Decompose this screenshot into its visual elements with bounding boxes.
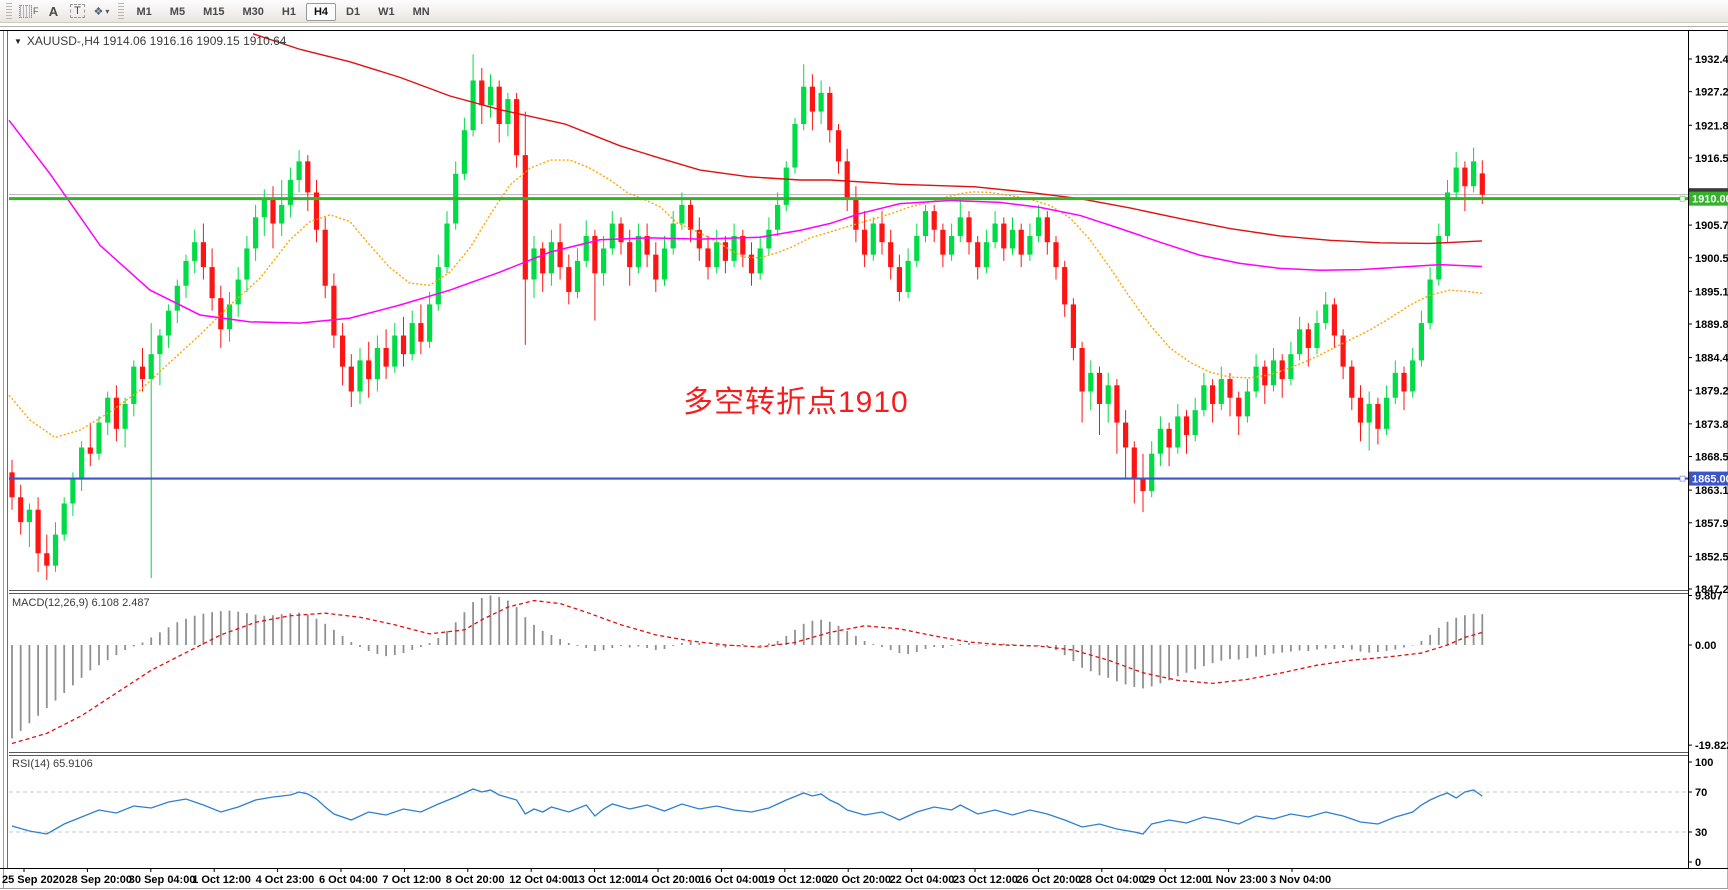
svg-text:23 Oct 12:00: 23 Oct 12:00 <box>953 874 1018 886</box>
svg-text:1916.55: 1916.55 <box>1695 153 1728 165</box>
svg-text:30: 30 <box>1695 827 1707 839</box>
svg-text:13 Oct 12:00: 13 Oct 12:00 <box>573 874 638 886</box>
grid-f-label: F <box>33 6 39 16</box>
toolbar-drag-handle[interactable] <box>6 3 12 19</box>
svg-text:1868.55: 1868.55 <box>1695 452 1728 464</box>
text-tool-button[interactable]: T <box>66 2 90 20</box>
svg-text:1863.15: 1863.15 <box>1695 485 1728 497</box>
horizontal-line-1910.00[interactable] <box>9 195 1688 202</box>
svg-text:1852.50: 1852.50 <box>1695 551 1728 563</box>
svg-text:25 Sep 2020: 25 Sep 2020 <box>2 874 65 886</box>
svg-text:70: 70 <box>1695 787 1707 799</box>
svg-text:1 Oct 12:00: 1 Oct 12:00 <box>192 874 251 886</box>
svg-text:26 Oct 20:00: 26 Oct 20:00 <box>1016 874 1081 886</box>
panel-separator-macd[interactable] <box>9 590 1688 594</box>
svg-text:1900.50: 1900.50 <box>1695 253 1728 265</box>
svg-text:-19.822: -19.822 <box>1695 740 1728 752</box>
rsi-value: 65.9106 <box>52 758 93 770</box>
svg-text:28 Sep 20:00: 28 Sep 20:00 <box>65 874 132 886</box>
svg-text:7 Oct 12:00: 7 Oct 12:00 <box>382 874 441 886</box>
svg-text:1847.25: 1847.25 <box>1695 584 1728 596</box>
svg-text:9.807: 9.807 <box>1695 590 1723 602</box>
cursor-style-dropdown-button[interactable]: ❖ ▾ <box>90 2 114 20</box>
price-axis[interactable]: 1932.45 1927.20 1921.80 1916.55 1905.75 1900.… <box>1688 31 1728 869</box>
svg-text:1865.00: 1865.00 <box>1692 474 1728 486</box>
svg-text:20 Oct 20:00: 20 Oct 20:00 <box>826 874 891 886</box>
panel-separator-rsi[interactable] <box>9 752 1688 756</box>
svg-text:100: 100 <box>1695 757 1713 769</box>
chart-title: ▼ XAUUSD-,H4 1914.06 1916.16 1909.15 1910… <box>14 34 286 48</box>
macd-name: MACD(12,26,9) <box>12 597 89 609</box>
timeframe-button-h1[interactable]: H1 <box>274 3 304 21</box>
timeframe-toolbar-drag-handle[interactable] <box>117 3 124 19</box>
svg-text:14 Oct 20:00: 14 Oct 20:00 <box>636 874 701 886</box>
macd-panel <box>11 595 1484 745</box>
chart-title-text: XAUUSD-,H4 1914.06 1916.16 1909.15 1910.… <box>26 34 287 48</box>
svg-text:1873.80: 1873.80 <box>1695 419 1728 431</box>
svg-text:3 Nov 04:00: 3 Nov 04:00 <box>1270 874 1331 886</box>
svg-text:19 Oct 12:00: 19 Oct 12:00 <box>763 874 828 886</box>
svg-text:6 Oct 04:00: 6 Oct 04:00 <box>319 874 378 886</box>
svg-text:4 Oct 23:00: 4 Oct 23:00 <box>256 874 315 886</box>
macd-indicator-label: MACD(12,26,9) 6.108 2.487 <box>12 597 150 609</box>
rsi-panel <box>9 788 1688 835</box>
window-borders <box>0 26 1728 889</box>
svg-text:8 Oct 20:00: 8 Oct 20:00 <box>446 874 505 886</box>
svg-text:1857.90: 1857.90 <box>1695 518 1728 530</box>
svg-text:1932.45: 1932.45 <box>1695 54 1728 66</box>
timeframe-button-m15[interactable]: M15 <box>195 3 232 21</box>
timeframe-button-m30[interactable]: M30 <box>234 3 271 21</box>
text-label-tool-button[interactable]: A <box>42 2 66 20</box>
timeframe-button-m1[interactable]: M1 <box>129 3 160 21</box>
rsi-indicator-label: RSI(14) 65.9106 <box>12 758 93 770</box>
grid-icon <box>19 4 32 18</box>
timeframe-button-d1[interactable]: D1 <box>338 3 368 21</box>
collapse-triangle-icon[interactable]: ▼ <box>14 37 22 46</box>
svg-text:29 Oct 12:00: 29 Oct 12:00 <box>1143 874 1208 886</box>
svg-text:1895.10: 1895.10 <box>1695 286 1728 298</box>
svg-text:1927.20: 1927.20 <box>1695 87 1728 99</box>
rsi-name: RSI(14) <box>12 758 50 770</box>
cursor-icon: ❖ <box>93 5 104 18</box>
letter-a-icon: A <box>48 3 59 19</box>
timeframe-button-h4[interactable]: H4 <box>305 2 336 21</box>
ma-lines <box>8 33 1483 439</box>
svg-text:16 Oct 04:00: 16 Oct 04:00 <box>699 874 764 886</box>
timeframe-toolbar: M1 M5 M15 M30 H1 H4 D1 W1 MN <box>128 2 439 21</box>
timeframe-button-mn[interactable]: MN <box>405 3 438 21</box>
timeframe-button-w1[interactable]: W1 <box>370 3 403 21</box>
svg-text:0.00: 0.00 <box>1695 640 1716 652</box>
svg-text:0: 0 <box>1695 857 1701 869</box>
svg-text:30 Sep 04:00: 30 Sep 04:00 <box>129 874 196 886</box>
timeframe-button-m5[interactable]: M5 <box>162 3 193 21</box>
candles <box>9 54 1485 580</box>
svg-text:1905.75: 1905.75 <box>1695 220 1728 232</box>
toolbar: F A T ❖ ▾ M1 M5 M15 M30 H1 H4 D1 W1 MN <box>0 0 1728 23</box>
svg-text:1921.80: 1921.80 <box>1695 120 1728 132</box>
letter-t-icon: T <box>70 4 85 18</box>
svg-text:1884.45: 1884.45 <box>1695 353 1728 365</box>
grid-f-tool-button[interactable]: F <box>16 2 42 20</box>
svg-text:1 Nov 23:00: 1 Nov 23:00 <box>1207 874 1268 886</box>
svg-text:28 Oct 04:00: 28 Oct 04:00 <box>1080 874 1145 886</box>
text-annotation[interactable]: 多空转折点1910 <box>683 386 909 419</box>
svg-text:12 Oct 04:00: 12 Oct 04:00 <box>509 874 574 886</box>
svg-text:1889.85: 1889.85 <box>1695 319 1728 331</box>
macd-values: 6.108 2.487 <box>91 597 150 609</box>
svg-text:22 Oct 04:00: 22 Oct 04:00 <box>890 874 955 886</box>
horizontal-line-1865.00[interactable] <box>9 475 1688 482</box>
chevron-down-icon: ▾ <box>105 6 110 16</box>
svg-text:1879.20: 1879.20 <box>1695 385 1728 397</box>
svg-text:1910.00: 1910.00 <box>1692 194 1728 206</box>
